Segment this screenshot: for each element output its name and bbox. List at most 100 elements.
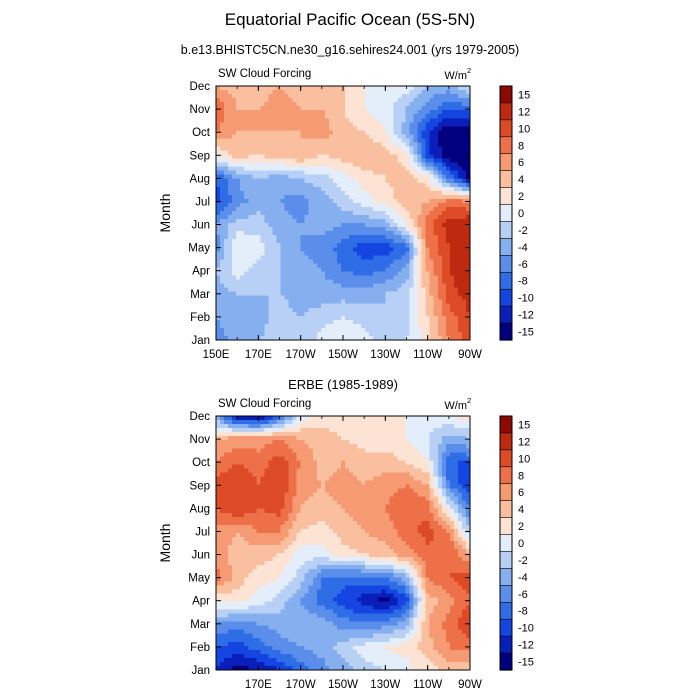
contour-cell bbox=[437, 122, 443, 127]
contour-cell bbox=[248, 436, 253, 441]
contour-cell bbox=[349, 126, 354, 131]
contour-cell bbox=[397, 432, 403, 437]
contour-cell bbox=[224, 102, 229, 107]
contour-cell bbox=[417, 247, 423, 252]
contour-cell bbox=[304, 106, 310, 111]
contour-cell bbox=[373, 134, 378, 140]
contour-cell bbox=[292, 202, 298, 208]
contour-cell bbox=[288, 271, 294, 277]
contour-cell bbox=[224, 239, 229, 244]
contour-cell bbox=[357, 315, 362, 321]
contour-cell bbox=[437, 432, 443, 437]
contour-cell bbox=[405, 118, 411, 123]
contour-cell bbox=[389, 174, 394, 180]
contour-cell bbox=[228, 468, 233, 474]
contour-cell bbox=[369, 182, 374, 188]
contour-cell bbox=[300, 279, 306, 285]
contour-cell bbox=[248, 231, 253, 236]
contour-cell bbox=[425, 287, 431, 293]
contour-cell bbox=[405, 440, 411, 445]
contour-cell bbox=[332, 464, 338, 470]
contour-cell bbox=[280, 86, 286, 91]
contour-cell bbox=[361, 174, 366, 180]
contour-cell bbox=[292, 279, 298, 285]
contour-cell bbox=[449, 134, 455, 140]
contour-cell bbox=[373, 323, 378, 329]
contour-cell bbox=[280, 456, 286, 461]
contour-cell bbox=[268, 259, 274, 264]
contour-cell bbox=[441, 198, 447, 204]
contour-cell bbox=[324, 142, 330, 148]
contour-cell bbox=[252, 275, 257, 281]
contour-cell bbox=[449, 86, 455, 91]
contour-cell bbox=[252, 307, 257, 313]
contour-cell bbox=[316, 178, 322, 184]
contour-cell bbox=[357, 158, 362, 164]
contour-cell bbox=[256, 206, 261, 212]
contour-cell bbox=[397, 227, 403, 232]
contour-cell bbox=[433, 182, 439, 188]
contour-cell bbox=[216, 219, 221, 224]
contour-cell bbox=[224, 94, 229, 99]
contour-cell bbox=[272, 263, 278, 269]
contour-cell bbox=[288, 239, 294, 244]
contour-cell bbox=[421, 432, 427, 437]
contour-cell bbox=[248, 267, 253, 273]
contour-cell bbox=[441, 106, 447, 111]
contour-cell bbox=[260, 291, 265, 297]
contour-cell bbox=[240, 299, 245, 305]
contour-cell bbox=[369, 424, 374, 429]
contour-cell bbox=[437, 440, 443, 445]
contour-cell bbox=[429, 126, 435, 131]
contour-cell bbox=[449, 275, 455, 281]
contour-cell bbox=[365, 106, 370, 111]
contour-cell bbox=[252, 432, 257, 437]
contour-cell bbox=[292, 448, 298, 453]
contour-cell bbox=[224, 194, 229, 200]
contour-cell bbox=[272, 194, 278, 200]
contour-cell bbox=[228, 94, 233, 99]
contour-cell bbox=[465, 327, 471, 333]
contour-cell bbox=[361, 287, 366, 293]
contour-cell bbox=[320, 98, 326, 103]
contour-cell bbox=[377, 182, 382, 188]
contour-cell bbox=[349, 239, 354, 244]
contour-cell bbox=[308, 126, 314, 131]
contour-cell bbox=[300, 102, 306, 107]
contour-cell bbox=[385, 219, 390, 224]
contour-cell bbox=[449, 271, 455, 277]
contour-cell bbox=[228, 178, 233, 184]
contour-cell bbox=[288, 206, 294, 212]
contour-cell bbox=[332, 174, 338, 180]
contour-cell bbox=[361, 335, 366, 341]
contour-cell bbox=[449, 186, 455, 192]
contour-cell bbox=[288, 118, 294, 123]
contour-cell bbox=[336, 295, 342, 301]
contour-cell bbox=[240, 114, 245, 119]
contour-cell bbox=[296, 154, 302, 160]
contour-cell bbox=[413, 275, 419, 281]
contour-cell bbox=[345, 291, 350, 297]
contour-cell bbox=[308, 468, 314, 474]
contour-cell bbox=[373, 468, 378, 474]
contour-cell bbox=[389, 263, 394, 269]
contour-cell bbox=[357, 150, 362, 156]
contour-cell bbox=[236, 444, 241, 449]
contour-cell bbox=[216, 327, 221, 333]
contour-cell bbox=[244, 420, 249, 425]
contour-cell bbox=[441, 126, 447, 131]
contour-cell bbox=[288, 182, 294, 188]
contour-cell bbox=[268, 432, 274, 437]
contour-cell bbox=[308, 223, 314, 228]
contour-cell bbox=[441, 174, 447, 180]
contour-cell bbox=[244, 444, 249, 449]
contour-cell bbox=[284, 303, 290, 309]
contour-cell bbox=[413, 335, 419, 341]
contour-cell bbox=[441, 315, 447, 321]
contour-cell bbox=[445, 279, 451, 285]
contour-cell bbox=[248, 162, 253, 168]
contour-cell bbox=[272, 86, 278, 91]
contour-cell bbox=[244, 90, 249, 95]
contour-cell bbox=[433, 150, 439, 156]
contour-cell bbox=[276, 416, 282, 421]
